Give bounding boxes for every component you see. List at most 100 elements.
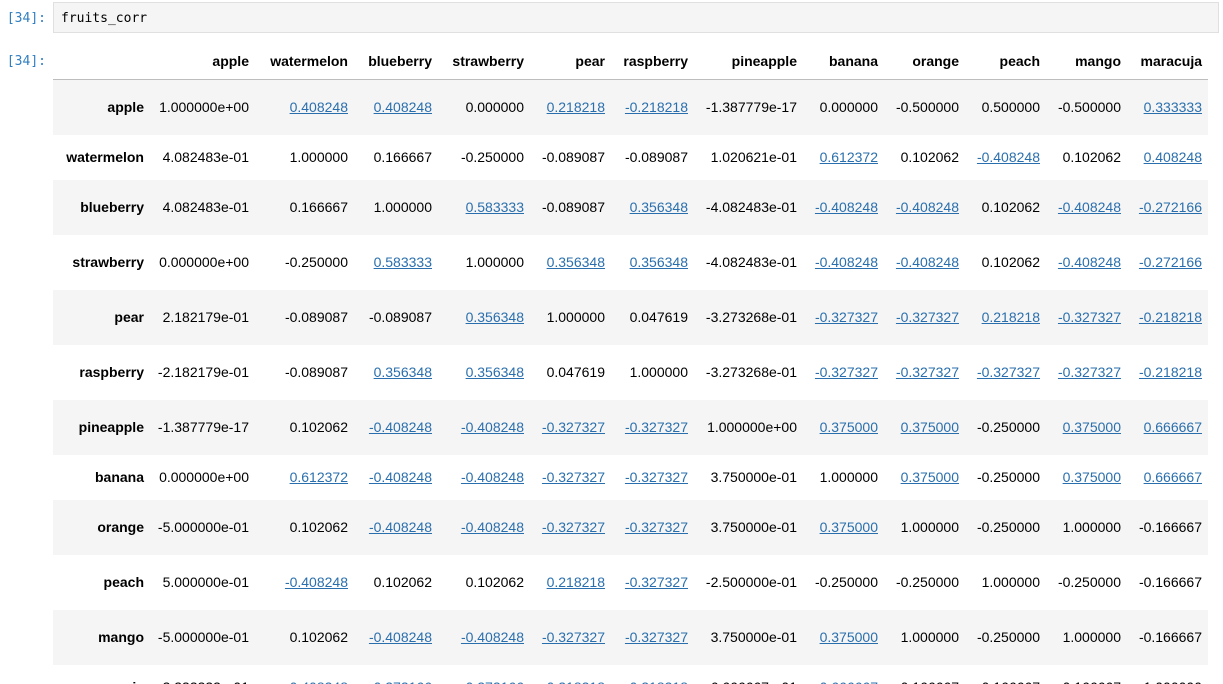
cell-link[interactable]: 0.356348 — [465, 309, 524, 325]
cell-link[interactable]: 0.375000 — [1062, 419, 1121, 435]
cell-link[interactable]: 0.375000 — [1062, 469, 1121, 485]
table-cell: -0.250000 — [460, 149, 524, 165]
cell-link[interactable]: -0.408248 — [284, 574, 348, 590]
cell-link[interactable]: 0.375000 — [819, 629, 878, 645]
code-input-cell[interactable]: fruits_corr — [53, 2, 1219, 33]
cell-link[interactable]: 0.408248 — [289, 99, 348, 116]
cell-link[interactable]: 0.356348 — [546, 254, 605, 270]
table-cell: -0.408248 — [965, 135, 1046, 180]
cell-link[interactable]: -0.408248 — [460, 629, 524, 645]
table-cell: -0.089087 — [541, 199, 605, 215]
cell-link[interactable]: 0.666667 — [1143, 469, 1202, 485]
cell-link[interactable]: -0.408248 — [895, 254, 959, 270]
table-cell: 0.583333 — [354, 235, 438, 290]
table-cell: 0.000000e+00 — [159, 254, 249, 270]
table-cell: -0.327327 — [803, 345, 884, 400]
cell-link[interactable]: -0.408248 — [460, 419, 524, 435]
cell-link[interactable]: 0.375000 — [900, 419, 959, 435]
cell-link[interactable]: -0.408248 — [1057, 199, 1121, 215]
code-text: fruits_corr — [61, 11, 148, 26]
table-cell: 0.666667 — [1127, 455, 1208, 500]
cell-link[interactable]: 0.356348 — [373, 364, 432, 380]
cell-link[interactable]: 0.356348 — [629, 199, 688, 215]
cell-link[interactable]: 0.375000 — [900, 469, 959, 485]
cell-link[interactable]: -0.408248 — [460, 469, 524, 485]
cell-link[interactable]: -0.408248 — [814, 254, 878, 270]
table-cell: -0.327327 — [1046, 290, 1127, 345]
cell-link[interactable]: -0.218218 — [542, 679, 605, 684]
cell-link[interactable]: -0.327327 — [624, 629, 688, 645]
cell-link[interactable]: 0.218218 — [981, 309, 1040, 325]
cell-link[interactable]: 0.408248 — [290, 679, 348, 684]
cell-link[interactable]: -0.408248 — [368, 629, 432, 645]
table-cell: 0.218218 — [965, 290, 1046, 345]
table-cell: 0.356348 — [611, 180, 694, 235]
cell-link[interactable]: -0.327327 — [895, 309, 959, 325]
cell-link[interactable]: -0.272166 — [369, 679, 432, 684]
cell-link[interactable]: -0.327327 — [624, 419, 688, 435]
cell-link[interactable]: 0.583333 — [373, 254, 432, 270]
cell-link[interactable]: 0.356348 — [465, 364, 524, 380]
cell-link[interactable]: -0.327327 — [624, 574, 688, 590]
cell-link[interactable]: 0.333333 — [1143, 99, 1202, 116]
cell-link[interactable]: 0.218218 — [546, 99, 605, 116]
cell-link[interactable]: 0.218218 — [546, 574, 605, 590]
table-cell: 0.375000 — [803, 500, 884, 555]
cell-link[interactable]: -0.218218 — [625, 679, 688, 684]
cell-link[interactable]: -0.327327 — [624, 469, 688, 485]
cell-link[interactable]: -0.272166 — [1138, 254, 1202, 270]
cell-link[interactable]: -0.408248 — [368, 419, 432, 435]
cell-link[interactable]: -0.327327 — [541, 629, 605, 645]
cell-link[interactable]: 0.408248 — [373, 99, 432, 116]
cell-link[interactable]: -0.327327 — [624, 519, 688, 535]
cell-link[interactable]: -0.408248 — [895, 199, 959, 215]
cell-link[interactable]: 0.375000 — [819, 419, 878, 435]
table-cell: 1.020621e-01 — [710, 149, 797, 165]
cell-link[interactable]: 0.666667 — [820, 679, 878, 684]
row-label-mango: mango — [98, 629, 144, 645]
cell-link[interactable]: -0.218218 — [624, 99, 688, 116]
cell-link[interactable]: -0.218218 — [1138, 364, 1202, 380]
cell-link[interactable]: -0.272166 — [461, 679, 524, 684]
cell-link[interactable]: -0.408248 — [814, 199, 878, 215]
cell-link[interactable]: -0.327327 — [541, 419, 605, 435]
cell-link[interactable]: 0.375000 — [819, 519, 878, 535]
cell-link[interactable]: -0.327327 — [814, 364, 878, 380]
cell-link[interactable]: -0.408248 — [368, 469, 432, 485]
cell-link[interactable]: -0.327327 — [814, 309, 878, 325]
table-cell: 1.000000 — [546, 309, 605, 325]
table-cell: -0.408248 — [438, 400, 530, 455]
cell-link[interactable]: 0.612372 — [289, 469, 348, 485]
cell-link[interactable]: -0.327327 — [976, 364, 1040, 380]
column-header-apple: apple — [150, 43, 255, 80]
table-cell: -0.408248 — [354, 610, 438, 665]
cell-link[interactable]: -0.327327 — [1057, 309, 1121, 325]
cell-link[interactable]: 0.356348 — [629, 254, 688, 270]
table-cell: -0.327327 — [611, 555, 694, 610]
table-cell: -3.273268e-01 — [705, 364, 797, 380]
cell-link[interactable]: -0.408248 — [460, 519, 524, 535]
cell-link[interactable]: -0.408248 — [976, 149, 1040, 165]
table-cell: -5.000000e-01 — [157, 629, 249, 645]
table-cell: 0.375000 — [1046, 400, 1127, 455]
cell-link[interactable]: -0.408248 — [1057, 254, 1121, 270]
row-label-strawberry: strawberry — [72, 254, 144, 270]
table-row: strawberry 0.000000e+00 -0.250000 0.583333 1… — [53, 235, 1208, 290]
cell-link[interactable]: 0.612372 — [819, 149, 878, 165]
cell-link[interactable]: -0.327327 — [541, 469, 605, 485]
cell-link[interactable]: -0.327327 — [895, 364, 959, 380]
cell-link[interactable]: -0.408248 — [368, 519, 432, 535]
cell-link[interactable]: -0.327327 — [1057, 364, 1121, 380]
cell-link[interactable]: -0.218218 — [1138, 309, 1202, 325]
cell-link[interactable]: -0.272166 — [1138, 199, 1202, 215]
cell-link[interactable]: 0.666667 — [1143, 419, 1202, 435]
table-cell: -0.408248 — [438, 455, 530, 500]
table-cell: 0.102062 — [981, 254, 1040, 270]
table-cell: -1.387779e-17 — [157, 419, 249, 435]
cell-link[interactable]: 0.408248 — [1143, 149, 1202, 165]
cell-link[interactable]: -0.327327 — [541, 519, 605, 535]
table-row: blueberry 4.082483e-01 0.166667 1.000000 0.5… — [53, 179, 1208, 235]
cell-link[interactable]: 0.583333 — [465, 199, 524, 215]
table-cell: -0.166667 — [884, 665, 965, 684]
correlation-table: apple watermelon blueberry strawberry pear ra… — [53, 43, 1208, 684]
